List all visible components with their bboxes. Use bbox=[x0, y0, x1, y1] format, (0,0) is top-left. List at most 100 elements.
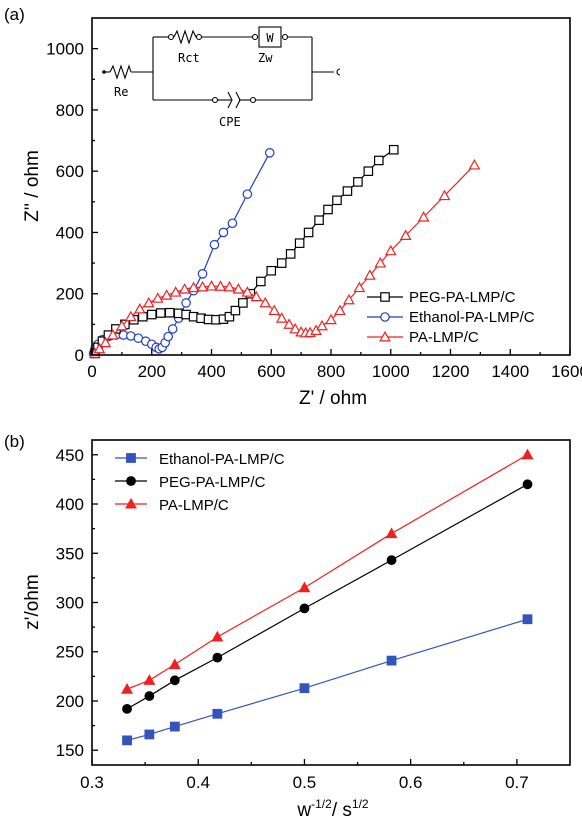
series-line-circle bbox=[126, 483, 528, 710]
data-point-triangle bbox=[283, 318, 296, 329]
y-tick-label: 150 bbox=[56, 741, 84, 760]
circuit-node bbox=[211, 96, 219, 104]
data-point-square bbox=[164, 307, 175, 318]
data-point-triangle bbox=[142, 296, 155, 308]
y-tick-label: 350 bbox=[56, 544, 84, 563]
panel-a-y-axis-label: Z'' / ohm bbox=[22, 150, 43, 222]
y-tick-label: 200 bbox=[56, 285, 84, 304]
circuit-node bbox=[251, 33, 259, 41]
x-tick-label: 1000 bbox=[372, 362, 410, 381]
circuit-terminal-right bbox=[336, 68, 341, 76]
circuit-node bbox=[281, 33, 289, 41]
data-point-triangle bbox=[259, 296, 272, 308]
panel-b-legend: Ethanol-PA-LMP/C PEG-PA-LMP/C PA-LMP/C bbox=[115, 451, 285, 514]
data-point-circle bbox=[227, 218, 238, 229]
data-point-square bbox=[169, 721, 180, 732]
data-point-triangle bbox=[316, 319, 328, 331]
legend-marker bbox=[126, 453, 136, 463]
legend-label: Ethanol-PA-LMP/C bbox=[409, 309, 535, 326]
panel-b-series bbox=[121, 448, 534, 746]
data-point-triangle bbox=[384, 244, 397, 256]
y-tick-label: 0 bbox=[75, 346, 84, 365]
data-point-square bbox=[388, 144, 399, 155]
x-tick-label: 0.3 bbox=[80, 773, 104, 792]
zw-label: Zw bbox=[258, 51, 273, 65]
data-point-square bbox=[314, 215, 324, 225]
data-point-triangle bbox=[363, 269, 376, 280]
data-point-square bbox=[144, 729, 155, 740]
data-point-triangle bbox=[93, 342, 106, 354]
data-point-square bbox=[303, 227, 314, 238]
data-point-square bbox=[363, 166, 374, 176]
data-point-triangle bbox=[211, 630, 224, 642]
data-point-triangle bbox=[438, 189, 451, 201]
data-point-triangle bbox=[334, 304, 346, 316]
legend-marker bbox=[380, 312, 390, 322]
rct-label: Rct bbox=[178, 51, 200, 65]
y-tick-label: 600 bbox=[56, 162, 84, 181]
data-point-circle bbox=[163, 331, 173, 342]
data-point-circle bbox=[209, 239, 220, 250]
panel-b-label: (b) bbox=[4, 432, 25, 451]
legend-marker bbox=[380, 292, 390, 302]
data-point-square bbox=[353, 177, 363, 187]
data-point-circle bbox=[197, 269, 208, 279]
data-point-triangle bbox=[268, 304, 281, 316]
x-tick-label: 0.5 bbox=[293, 773, 317, 792]
data-point-triangle bbox=[178, 283, 191, 294]
data-point-triangle bbox=[298, 581, 311, 593]
data-point-triangle bbox=[289, 322, 301, 334]
data-point-triangle bbox=[325, 313, 337, 325]
data-point-triangle bbox=[124, 310, 137, 322]
data-point-circle bbox=[218, 227, 229, 238]
circuit-node bbox=[167, 33, 175, 41]
data-point-square bbox=[522, 614, 533, 625]
data-point-square bbox=[238, 298, 248, 308]
series-line-square bbox=[126, 618, 528, 741]
x-tick-label: 400 bbox=[197, 362, 225, 381]
data-point-square bbox=[374, 155, 384, 166]
data-point-circle bbox=[386, 555, 397, 566]
data-point-square bbox=[155, 308, 166, 318]
legend-label: PEG-PA-LMP/C bbox=[409, 289, 516, 306]
data-point-square bbox=[294, 238, 305, 248]
data-point-triangle bbox=[116, 319, 128, 331]
x-tick-label: 1200 bbox=[432, 362, 470, 381]
data-point-circle bbox=[264, 148, 275, 158]
data-point-circle bbox=[299, 603, 310, 614]
data-point-triangle bbox=[343, 293, 355, 305]
data-point-triangle bbox=[223, 280, 236, 292]
data-point-square bbox=[137, 311, 148, 322]
re-resistor-symbol bbox=[109, 64, 132, 80]
rct-resistor-symbol bbox=[173, 29, 197, 45]
panel-b-y-ticks: 150 200 250 300 350 400 450 bbox=[56, 446, 98, 760]
data-point-circle bbox=[181, 298, 191, 308]
legend-marker bbox=[125, 497, 137, 509]
data-point-triangle bbox=[399, 229, 412, 240]
x-tick-label: 0 bbox=[87, 362, 96, 381]
y-tick-label: 450 bbox=[56, 446, 84, 465]
panel-b-y-axis-label: z'/ohm bbox=[22, 574, 43, 629]
data-point-circle bbox=[242, 189, 253, 199]
data-point-circle bbox=[169, 675, 180, 686]
legend-label: PA-LMP/C bbox=[159, 497, 229, 514]
cpe-label: CPE bbox=[219, 115, 241, 129]
data-point-square bbox=[299, 683, 310, 694]
series-line-square bbox=[94, 149, 395, 354]
data-point-triangle bbox=[468, 158, 481, 170]
data-point-square bbox=[255, 276, 266, 287]
data-point-triangle bbox=[169, 286, 182, 297]
data-point-triangle bbox=[241, 286, 254, 297]
data-point-square bbox=[266, 265, 277, 276]
y-tick-label: 800 bbox=[56, 101, 84, 120]
data-point-circle bbox=[167, 324, 178, 334]
data-point-square bbox=[386, 655, 397, 666]
circuit-node bbox=[195, 33, 203, 41]
data-point-triangle bbox=[143, 674, 156, 685]
y-tick-label: 200 bbox=[56, 692, 84, 711]
data-point-triangle bbox=[107, 329, 119, 340]
y-tick-label: 250 bbox=[56, 643, 84, 662]
